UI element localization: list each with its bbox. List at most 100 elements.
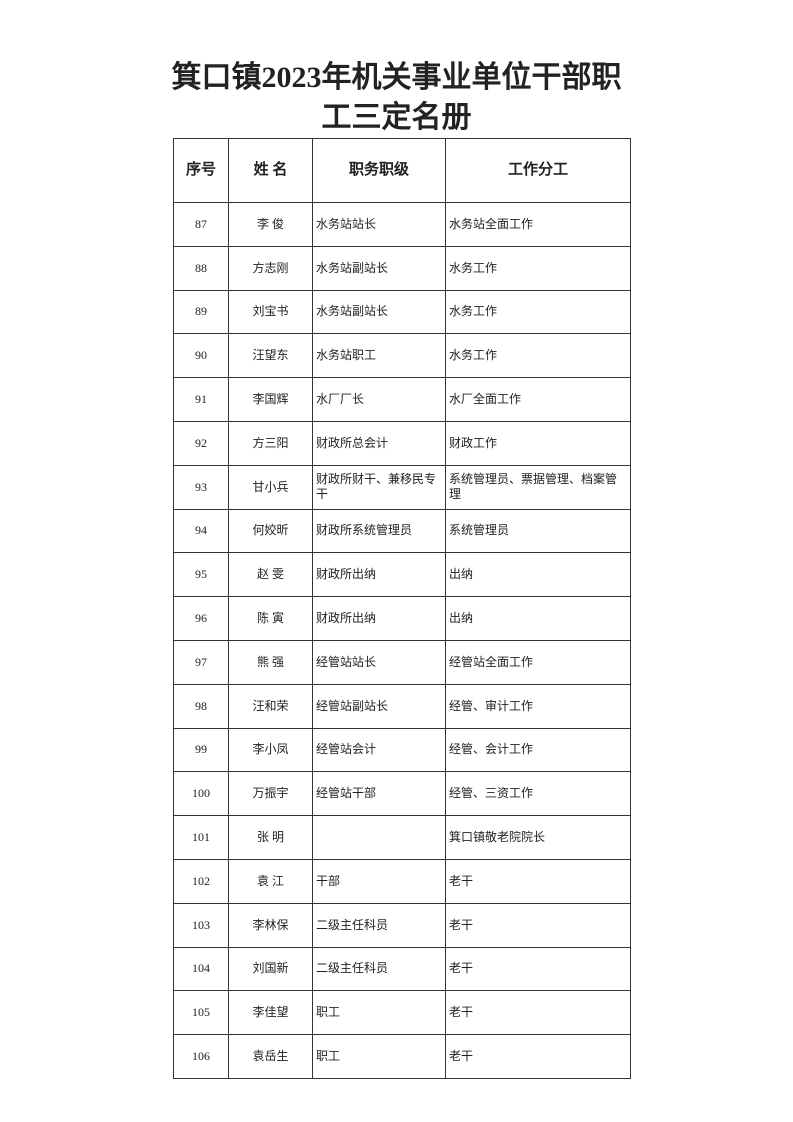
table-cell: 老干 xyxy=(445,902,631,948)
table-cell: 出纳 xyxy=(445,552,631,598)
table-cell: 经管站全面工作 xyxy=(445,639,631,685)
table-cell: 财政所出纳 xyxy=(312,552,446,598)
staff-table: 序号姓 名职务职级 工作分工 87 李 俊水务站站长 水务站全面工作 88 方志刚 水务站副… xyxy=(173,138,631,1079)
table-cell: 94 xyxy=(173,508,229,554)
column-header: 职务职级 xyxy=(312,138,446,203)
table-cell: 汪和荣 xyxy=(228,683,313,729)
table-cell: 职工 xyxy=(312,1034,446,1079)
table-cell: 李佳望 xyxy=(228,990,313,1036)
table-cell: 财政所系统管理员 xyxy=(312,508,446,554)
table-cell: 袁岳生 xyxy=(228,1034,313,1079)
column-header: 工作分工 xyxy=(445,138,631,203)
table-cell: 干部 xyxy=(312,858,446,904)
table-cell: 财政所总会计 xyxy=(312,420,446,466)
header-row: 序号姓 名职务职级 工作分工 xyxy=(173,138,631,203)
table-cell: 96 xyxy=(173,596,229,641)
table-cell: 老干 xyxy=(445,858,631,904)
table-cell: 经管站副站长 xyxy=(312,683,446,729)
column-header: 姓 名 xyxy=(228,138,313,203)
column-header: 序号 xyxy=(173,138,229,203)
table-cell: 方志刚 xyxy=(228,245,313,291)
table-row: 104 刘国新 二级主任科员 老干 xyxy=(173,946,631,992)
table-row: 102 袁 江干部 老干 xyxy=(173,858,631,904)
table-row: 101 张 明 箕口镇敬老院院长 xyxy=(173,815,631,860)
table-cell: 105 xyxy=(173,990,229,1036)
table-cell: 89 xyxy=(173,289,229,335)
table-cell: 万振宇 xyxy=(228,771,313,817)
table-cell: 水务工作 xyxy=(445,333,631,379)
table-cell: 箕口镇敬老院院长 xyxy=(445,815,631,860)
table-cell: 水务工作 xyxy=(445,245,631,291)
table-cell: 91 xyxy=(173,377,229,422)
table-row: 99 李小凤 经管站会计 经管、会计工作 xyxy=(173,727,631,773)
table-cell: 李小凤 xyxy=(228,727,313,773)
table-row: 98 汪和荣 经管站副站长 经管、审计工作 xyxy=(173,683,631,729)
table-cell: 水务站副站长 xyxy=(312,289,446,335)
table-cell: 二级主任科员 xyxy=(312,946,446,992)
table-cell: 88 xyxy=(173,245,229,291)
table-cell: 102 xyxy=(173,858,229,904)
table-cell: 汪望东 xyxy=(228,333,313,379)
table-cell: 财政所财干、兼移民专干 xyxy=(312,464,446,510)
table-row: 92 方三阳 财政所总会计 财政工作 xyxy=(173,420,631,466)
table-cell: 袁 江 xyxy=(228,858,313,904)
table-cell: 李林保 xyxy=(228,902,313,948)
table-row: 103 李林保 二级主任科员 老干 xyxy=(173,902,631,948)
table-cell: 水厂厂长 xyxy=(312,377,446,422)
table-cell: 98 xyxy=(173,683,229,729)
table-cell: 财政所出纳 xyxy=(312,596,446,641)
table-cell: 老干 xyxy=(445,946,631,992)
table-row: 97 熊 强经管站站长 经管站全面工作 xyxy=(173,639,631,685)
table-row: 88 方志刚 水务站副站长 水务工作 xyxy=(173,245,631,291)
table-cell: 方三阳 xyxy=(228,420,313,466)
table-cell: 张 明 xyxy=(228,815,313,860)
table-row: 96 陈 寅财政所出纳 出纳 xyxy=(173,596,631,641)
table-cell: 104 xyxy=(173,946,229,992)
table-cell: 职工 xyxy=(312,990,446,1036)
table-cell: 水务站职工 xyxy=(312,333,446,379)
table-cell: 李 俊 xyxy=(228,202,313,247)
table-cell: 经管、会计工作 xyxy=(445,727,631,773)
table-cell: 101 xyxy=(173,815,229,860)
table-cell: 水务站站长 xyxy=(312,202,446,247)
table-cell: 何姣昕 xyxy=(228,508,313,554)
table-row: 91 李国辉 水厂厂长 水厂全面工作 xyxy=(173,377,631,422)
table-cell: 经管、三资工作 xyxy=(445,771,631,817)
table-cell: 90 xyxy=(173,333,229,379)
table-cell: 100 xyxy=(173,771,229,817)
table-cell: 老干 xyxy=(445,1034,631,1079)
table-cell: 经管站干部 xyxy=(312,771,446,817)
table-cell: 财政工作 xyxy=(445,420,631,466)
table-cell: 赵 雯 xyxy=(228,552,313,598)
table-cell: 水务工作 xyxy=(445,289,631,335)
table-cell: 106 xyxy=(173,1034,229,1079)
table-row: 87 李 俊水务站站长 水务站全面工作 xyxy=(173,202,631,247)
table-cell: 熊 强 xyxy=(228,639,313,685)
table-cell: 系统管理员 xyxy=(445,508,631,554)
table-row: 100 万振宇 经管站干部 经管、三资工作 xyxy=(173,771,631,817)
table-row: 105 李佳望 职工 老干 xyxy=(173,990,631,1036)
table-row: 90 汪望东 水务站职工 水务工作 xyxy=(173,333,631,379)
table-cell: 出纳 xyxy=(445,596,631,641)
table-cell: 103 xyxy=(173,902,229,948)
table-cell: 经管、审计工作 xyxy=(445,683,631,729)
title-line: 工三定名册 xyxy=(321,101,472,134)
table-cell: 甘小兵 xyxy=(228,464,313,510)
table-cell: 水厂全面工作 xyxy=(445,377,631,422)
table-cell: 93 xyxy=(173,464,229,510)
table-cell: 陈 寅 xyxy=(228,596,313,641)
table-cell: 刘宝书 xyxy=(228,289,313,335)
table-cell xyxy=(312,815,446,860)
table-row: 95 赵 雯财政所出纳 出纳 xyxy=(173,552,631,598)
table-cell: 水务站副站长 xyxy=(312,245,446,291)
table-cell: 97 xyxy=(173,639,229,685)
table-cell: 水务站全面工作 xyxy=(445,202,631,247)
table-cell: 99 xyxy=(173,727,229,773)
table-cell: 经管站会计 xyxy=(312,727,446,773)
table-cell: 二级主任科员 xyxy=(312,902,446,948)
table-cell: 老干 xyxy=(445,990,631,1036)
title-line: 箕口镇2023年机关事业单位干部职 xyxy=(171,61,622,94)
table-row: 106 袁岳生 职工 老干 xyxy=(173,1034,631,1079)
table-cell: 系统管理员、票据管理、档案管理 xyxy=(445,464,631,510)
